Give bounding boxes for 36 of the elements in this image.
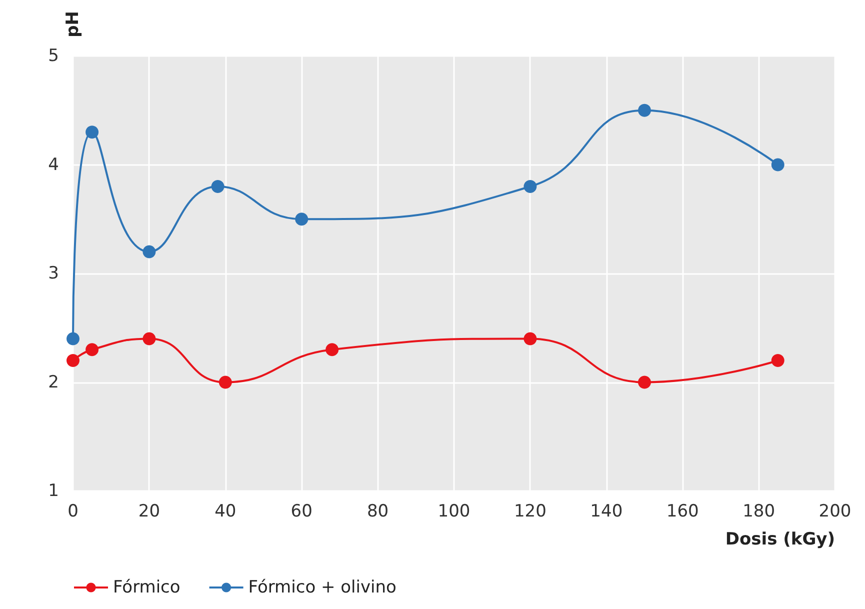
x-tick-label: 60 [290, 502, 312, 522]
point [638, 104, 651, 117]
y-tick-label: 2 [48, 372, 59, 392]
point [218, 376, 232, 389]
point [771, 158, 784, 172]
point [66, 332, 80, 346]
x-tick-label: 80 [366, 502, 389, 522]
point [771, 354, 784, 367]
point [86, 343, 99, 356]
point [524, 180, 537, 193]
x-tick-label: 140 [590, 502, 623, 522]
point [638, 376, 651, 389]
x-tick-label: 180 [742, 502, 776, 522]
point [295, 212, 308, 226]
point [211, 180, 224, 193]
point [142, 332, 156, 346]
x-tick-label: 120 [514, 502, 546, 522]
x-axis-title: Dosis (kGy) [725, 530, 835, 550]
x-tick-label: 40 [214, 502, 236, 522]
legend-label: Fórmico [113, 578, 180, 598]
x-tick-label: 20 [138, 502, 160, 522]
x-tick-label: 200 [818, 502, 852, 522]
y-axis-title: pH [63, 11, 83, 38]
point [326, 343, 339, 356]
point [86, 126, 99, 139]
y-tick-label: 5 [48, 46, 59, 66]
y-tick-label: 3 [48, 264, 59, 284]
point [142, 245, 156, 258]
x-tick-label: 0 [68, 502, 78, 522]
x-tick-label: 160 [666, 502, 699, 522]
point [524, 332, 537, 346]
y-tick-label: 1 [48, 481, 59, 501]
legend-label: Fórmico + olivino [248, 578, 396, 598]
point [66, 354, 80, 367]
y-tick-label: 4 [48, 154, 59, 175]
x-tick-label: 100 [438, 502, 470, 522]
